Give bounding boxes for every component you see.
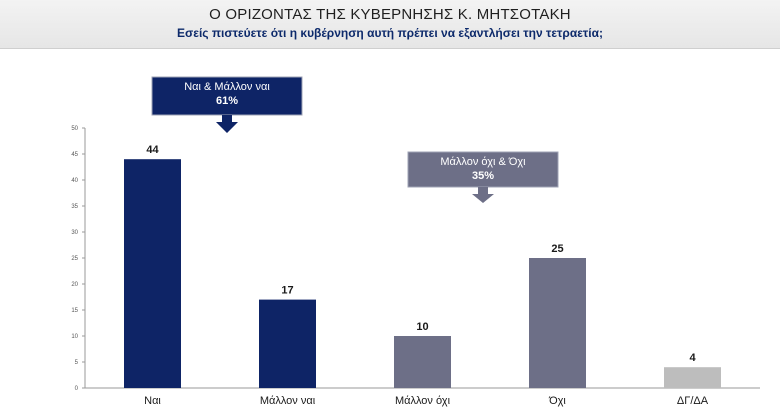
- y-tick-label: 45: [71, 152, 78, 158]
- y-tick-label: 0: [75, 386, 79, 392]
- callouts-group: [151, 76, 559, 203]
- y-tick-label: 40: [71, 178, 78, 184]
- page-subtitle: Εσείς πιστεύετε ότι η κυβέρνηση αυτή πρέ…: [177, 26, 603, 40]
- y-tick-label: 20: [71, 282, 78, 288]
- category-label: Ναι: [144, 395, 161, 407]
- bar-value-label: 10: [416, 321, 428, 333]
- y-tick-label: 30: [71, 230, 78, 236]
- callout-box: [407, 151, 559, 188]
- bar: [124, 159, 181, 388]
- header-bar: Ο ΟΡΙΖΟΝΤΑΣ ΤΗΣ ΚΥΒΕΡΝΗΣΗΣ Κ. ΜΗΤΣΟΤΑΚΗ …: [0, 0, 780, 49]
- bars-group: 44 Ναι 17 Μάλλον ναι 10 Μάλλον όχι 25 Όχι 4 ΔΓ/ΔΑ: [124, 144, 721, 407]
- callout-no-label: Μάλλον όχι & Όχι: [440, 156, 526, 168]
- bar: [664, 367, 721, 388]
- bar-value-label: 25: [551, 243, 563, 255]
- y-tick-label: 25: [71, 256, 78, 262]
- bar-value-label: 17: [281, 285, 293, 297]
- callout-no-value: 35%: [471, 170, 495, 182]
- category-label: Μάλλον όχι: [395, 395, 451, 407]
- callout-yes-value: 61%: [215, 95, 239, 107]
- y-tick-label: 15: [71, 308, 78, 314]
- category-label: ΔΓ/ΔΑ: [677, 395, 709, 407]
- bar-value-label: 44: [146, 144, 159, 156]
- bar-value-label: 4: [689, 352, 696, 364]
- y-axis: 0 5 10 15 20 25 30 35 40 45 50: [71, 126, 760, 392]
- y-tick-label: 10: [71, 334, 78, 340]
- category-label: Μάλλον ναι: [260, 395, 316, 407]
- y-tick-label: 5: [75, 360, 79, 366]
- bar: [529, 258, 586, 388]
- y-tick-label: 50: [71, 126, 78, 132]
- callout-no-total: Μάλλον όχι & Όχι 35%: [408, 155, 558, 183]
- y-tick-label: 35: [71, 204, 78, 210]
- callout-box: [151, 76, 303, 116]
- bar: [259, 299, 316, 388]
- callout-yes-label: Ναι & Μάλλον ναι: [184, 81, 270, 93]
- callout-yes-total: Ναι & Μάλλον ναι 61%: [152, 80, 302, 108]
- page-title: Ο ΟΡΙΖΟΝΤΑΣ ΤΗΣ ΚΥΒΕΡΝΗΣΗΣ Κ. ΜΗΤΣΟΤΑΚΗ: [209, 6, 571, 23]
- category-label: Όχι: [548, 395, 566, 407]
- bar: [394, 336, 451, 388]
- callout-arrow: [472, 187, 494, 203]
- callout-arrow: [216, 115, 238, 133]
